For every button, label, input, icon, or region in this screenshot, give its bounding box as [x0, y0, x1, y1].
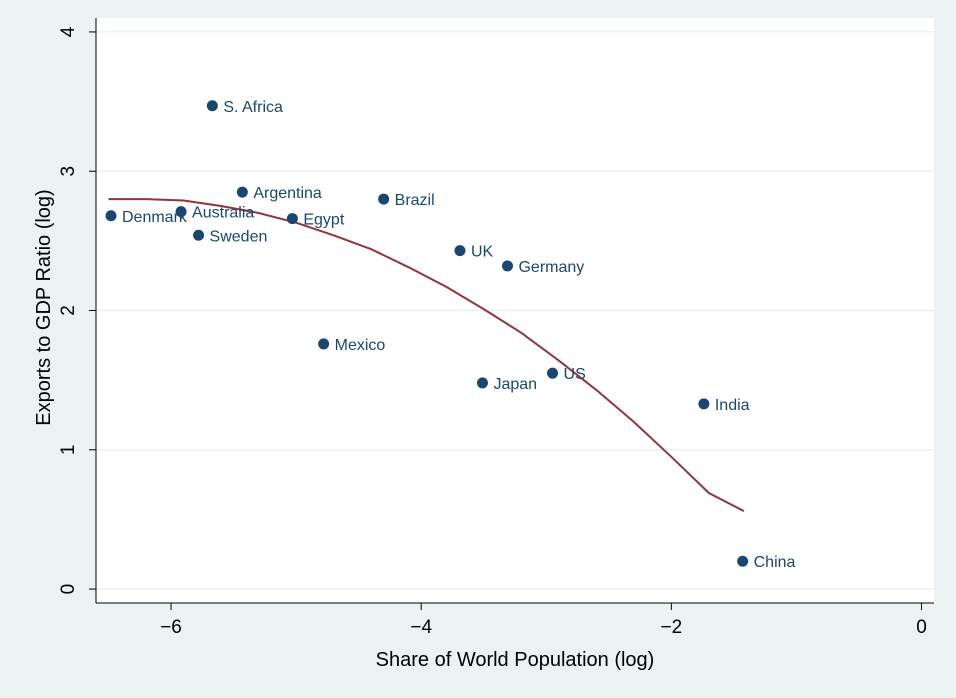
data-point	[175, 206, 187, 218]
data-point	[501, 260, 513, 272]
point-label: China	[754, 554, 796, 571]
x-tick-label: −2	[661, 617, 683, 638]
y-tick-label: 1	[58, 444, 79, 455]
y-tick-label: 4	[58, 26, 79, 37]
point-label: Japan	[493, 376, 537, 393]
data-point	[236, 186, 248, 198]
x-tick-label: −6	[160, 617, 182, 638]
data-point	[476, 377, 488, 389]
point-label: Australia	[192, 205, 254, 222]
x-tick-label: 0	[916, 617, 927, 638]
data-point	[206, 100, 218, 112]
point-label: Brazil	[395, 192, 435, 209]
data-points: S. Africa Argentina Brazil Denmark Australia…	[105, 99, 796, 571]
fit-line	[108, 198, 745, 512]
point-label: Egypt	[303, 212, 344, 229]
point-label: Germany	[518, 259, 584, 276]
data-point	[105, 210, 117, 222]
data-point	[378, 193, 390, 205]
data-point	[547, 367, 559, 379]
axes: −6 −4 −2 0 0 1 2 3 4	[58, 18, 934, 638]
x-tick-label: −4	[410, 617, 432, 638]
data-point	[737, 555, 749, 567]
data-point	[454, 245, 466, 257]
point-label: Mexico	[335, 337, 386, 354]
y-tick-label: 0	[58, 584, 79, 595]
point-label: Argentina	[253, 185, 322, 202]
point-label: India	[715, 397, 750, 414]
point-label: Denmark	[122, 209, 188, 226]
y-tick-label: 2	[58, 305, 79, 316]
data-point	[318, 338, 330, 350]
y-axis-title: Exports to GDP Ratio (log)	[33, 189, 55, 425]
point-label: US	[564, 366, 586, 383]
data-point	[698, 398, 710, 410]
y-tick-label: 3	[58, 166, 79, 177]
gridlines	[96, 31, 934, 590]
fit-line-group	[108, 198, 745, 512]
data-point	[193, 229, 205, 241]
point-label: UK	[471, 244, 494, 261]
x-axis-title: Share of World Population (log)	[376, 649, 655, 671]
data-point	[286, 213, 298, 225]
point-label: S. Africa	[223, 99, 283, 116]
point-label: Sweden	[210, 228, 268, 245]
